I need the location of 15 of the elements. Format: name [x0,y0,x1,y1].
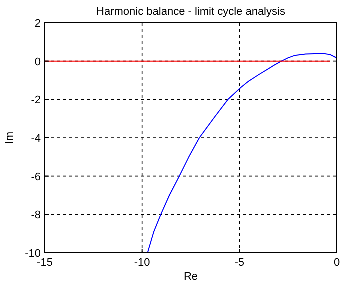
y-tick-label: -10 [25,248,41,260]
y-tick-label: -6 [31,171,41,184]
x-tick-label: 0 [334,257,340,269]
chart-title: Harmonic balance - limit cycle analysis [96,6,286,18]
x-tick-label: -5 [234,257,245,269]
y-tick-label: -8 [31,210,41,222]
y-tick-label: -2 [31,94,41,107]
x-axis-title: Re [184,271,198,283]
x-tick-label: -10 [134,257,150,269]
y-axis-title: Im [4,132,16,144]
y-tick-label: 2 [34,18,41,30]
line-series [147,53,337,254]
x-tick-label: -15 [37,257,53,269]
y-tick-label: -4 [31,133,41,145]
y-tick-label: 0 [34,56,41,68]
